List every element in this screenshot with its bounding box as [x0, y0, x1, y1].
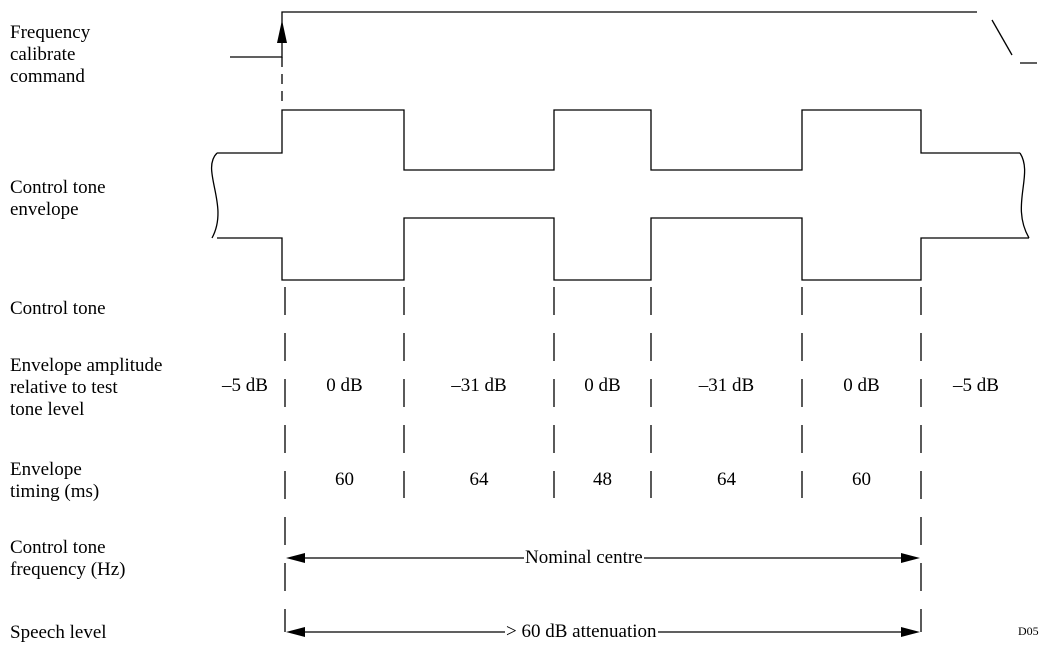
amplitude-value: 0 dB — [843, 375, 880, 396]
signal-break-mark — [991, 19, 1013, 56]
frequency-arrowhead-left — [286, 553, 305, 563]
label-speech-level: Speech level — [10, 622, 107, 643]
timing-value: 48 — [593, 469, 612, 490]
label-envelope-timing: Envelope timing (ms) — [10, 459, 100, 502]
label-control-tone-envelope: Control tone envelope — [10, 177, 106, 220]
speech-arrowhead-left — [286, 627, 305, 637]
timing-markers — [284, 287, 922, 632]
amplitude-value: 0 dB — [584, 375, 621, 396]
timing-value: 64 — [469, 469, 489, 490]
amplitude-value: –31 dB — [698, 375, 755, 396]
calibrate-command-signal — [230, 11, 1037, 104]
speech-arrowhead-right — [901, 627, 920, 637]
nominal-centre-label: Nominal centre — [524, 547, 644, 569]
amplitude-value: –5 dB — [222, 375, 268, 396]
frequency-arrowhead-right — [901, 553, 920, 563]
control-tone-envelope-waveform — [211, 109, 1030, 281]
timing-value: 60 — [852, 469, 871, 490]
label-control-tone: Control tone — [10, 298, 106, 319]
label-control-tone-frequency: Control tone frequency (Hz) — [10, 537, 126, 580]
command-arrowhead — [277, 20, 287, 43]
label-frequency-calibrate-command: Frequency calibrate command — [10, 22, 91, 87]
amplitude-value: 0 dB — [326, 375, 363, 396]
timing-value: 60 — [335, 469, 354, 490]
timing-value: 64 — [717, 469, 736, 490]
envelope-break-right — [1019, 152, 1030, 239]
amplitude-value: –31 dB — [451, 375, 507, 396]
label-envelope-amplitude: Envelope amplitude relative to test tone… — [10, 355, 163, 420]
attenuation-label: > 60 dB attenuation — [505, 621, 658, 643]
figure-code: D05 — [1018, 624, 1039, 638]
amplitude-value: –5 dB — [953, 375, 999, 396]
envelope-break-left — [211, 152, 219, 239]
